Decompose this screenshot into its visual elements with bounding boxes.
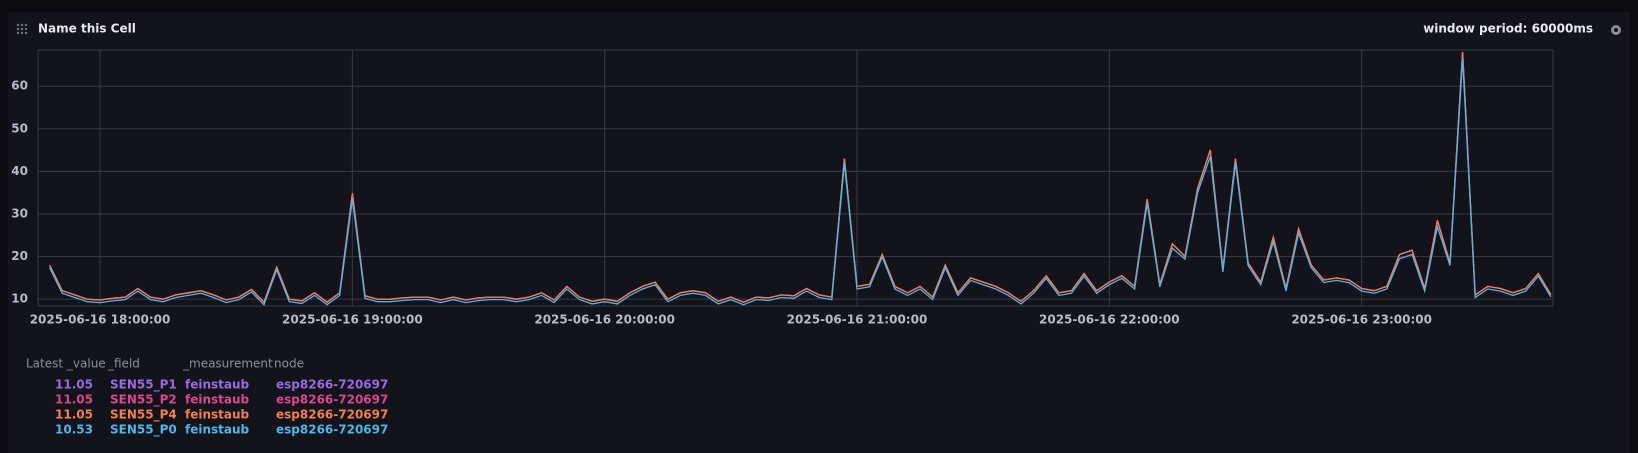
series-line xyxy=(49,58,1552,306)
x-tick-label: 2025-06-16 22:00:00 xyxy=(1039,313,1180,327)
legend-measurement: feinstaub xyxy=(185,423,250,437)
y-tick-label: 40 xyxy=(11,164,28,178)
x-tick-label: 2025-06-16 21:00:00 xyxy=(787,313,928,327)
series-line xyxy=(49,52,1552,304)
legend-node: esp8266-720697 xyxy=(276,423,388,437)
x-tick-label: 2025-06-16 18:00:00 xyxy=(30,313,171,327)
y-tick-label: 20 xyxy=(11,249,28,263)
legend-header: node xyxy=(274,357,304,371)
y-tick-label: 30 xyxy=(11,206,28,220)
legend-measurement: feinstaub xyxy=(185,378,250,392)
x-tick-label: 2025-06-16 20:00:00 xyxy=(534,313,675,327)
legend-header: Latest _value xyxy=(26,357,106,371)
legend-field: SEN55_P4 xyxy=(110,408,177,423)
plot-frame xyxy=(37,49,1554,307)
drag-handle[interactable] xyxy=(16,23,28,35)
legend-node: esp8266-720697 xyxy=(276,393,388,407)
cell-title: Name this Cell xyxy=(38,22,136,36)
legend-measurement: feinstaub xyxy=(185,393,250,407)
legend-header: _measurement xyxy=(182,357,273,371)
legend-node: esp8266-720697 xyxy=(276,408,388,422)
y-tick-label: 50 xyxy=(11,121,28,135)
series-line xyxy=(49,52,1552,304)
legend-field: SEN55_P0 xyxy=(110,423,177,438)
series-line xyxy=(49,52,1552,304)
window-period: window period: 60000ms xyxy=(1423,22,1593,36)
x-tick-label: 2025-06-16 19:00:00 xyxy=(282,313,423,327)
y-tick-label: 10 xyxy=(11,292,28,306)
legend-value: 11.05 xyxy=(55,378,93,392)
y-tick-label: 60 xyxy=(11,79,28,93)
x-tick-label: 2025-06-16 23:00:00 xyxy=(1291,313,1432,327)
legend-measurement: feinstaub xyxy=(185,408,250,422)
legend-value: 11.05 xyxy=(55,393,93,407)
legend-node: esp8266-720697 xyxy=(276,378,388,392)
legend-field: SEN55_P1 xyxy=(110,378,177,393)
legend-value: 10.53 xyxy=(55,423,93,437)
legend-field: SEN55_P2 xyxy=(110,393,177,408)
legend-header: _field xyxy=(107,357,140,371)
panel xyxy=(8,12,1630,453)
legend-value: 11.05 xyxy=(55,408,93,422)
settings-icon[interactable] xyxy=(1611,25,1621,35)
